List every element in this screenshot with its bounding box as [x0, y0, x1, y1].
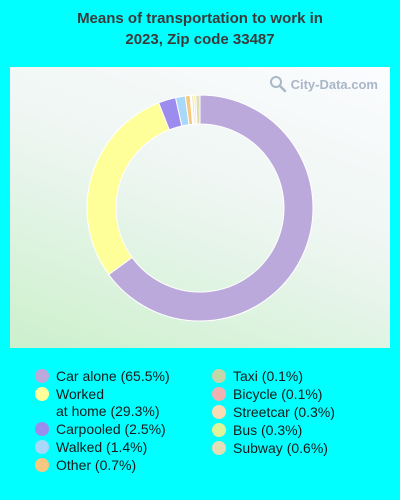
watermark-text: City-Data.com: [290, 76, 378, 92]
legend-item-bus: Bus (0.3%): [212, 422, 302, 439]
watermark: City-Data.com: [269, 75, 378, 93]
legend-swatch: [35, 422, 49, 436]
legend-item-subway: Subway (0.6%): [212, 440, 328, 457]
legend-swatch: [212, 387, 226, 401]
legend-swatch: [212, 369, 226, 383]
legend-item-other: Other (0.7%): [35, 457, 136, 474]
legend-item-worked-at-home: Worked at home (29.3%): [35, 386, 160, 420]
legend-item-bicycle: Bicycle (0.1%): [212, 386, 322, 403]
magnifier-icon: [269, 76, 286, 93]
legend-label: Car alone (65.5%): [56, 368, 170, 384]
legend-item-streetcar: Streetcar (0.3%): [212, 404, 335, 421]
legend-label: Other (0.7%): [56, 457, 137, 473]
donut-slice-worked-at-home: [86, 102, 170, 276]
legend-item-car-alone: Car alone (65.5%): [35, 368, 170, 385]
legend-swatch: [35, 440, 49, 454]
legend-label: Worked at home (29.3%): [56, 386, 160, 419]
legend-swatch: [35, 458, 49, 472]
legend-item-taxi: Taxi (0.1%): [212, 368, 303, 385]
legend-item-carpooled: Carpooled (2.5%): [35, 421, 166, 438]
donut-slice-subway: [195, 94, 201, 125]
legend-item-walked: Walked (1.4%): [35, 439, 147, 456]
legend-label: Taxi (0.1%): [233, 368, 304, 384]
chart-title: Means of transportation to work in 2023,…: [77, 10, 323, 48]
donut-chart: [86, 94, 314, 322]
legend-label: Walked (1.4%): [56, 439, 148, 455]
legend-swatch: [212, 423, 226, 437]
plot-area: City-Data.com: [10, 67, 390, 348]
legend-label: Bus (0.3%): [233, 422, 303, 438]
legend-swatch: [212, 441, 226, 455]
legend-label: Subway (0.6%): [233, 440, 328, 456]
legend-label: Carpooled (2.5%): [56, 421, 166, 437]
legend-swatch: [35, 369, 49, 383]
legend-swatch: [212, 405, 226, 419]
legend-label: Streetcar (0.3%): [233, 404, 335, 420]
legend-label: Bicycle (0.1%): [233, 386, 323, 402]
donut-slice-car-alone: [107, 94, 314, 322]
legend-swatch: [35, 387, 49, 401]
legend: Car alone (65.5%) Worked at home (29.3%) C…: [0, 360, 400, 490]
